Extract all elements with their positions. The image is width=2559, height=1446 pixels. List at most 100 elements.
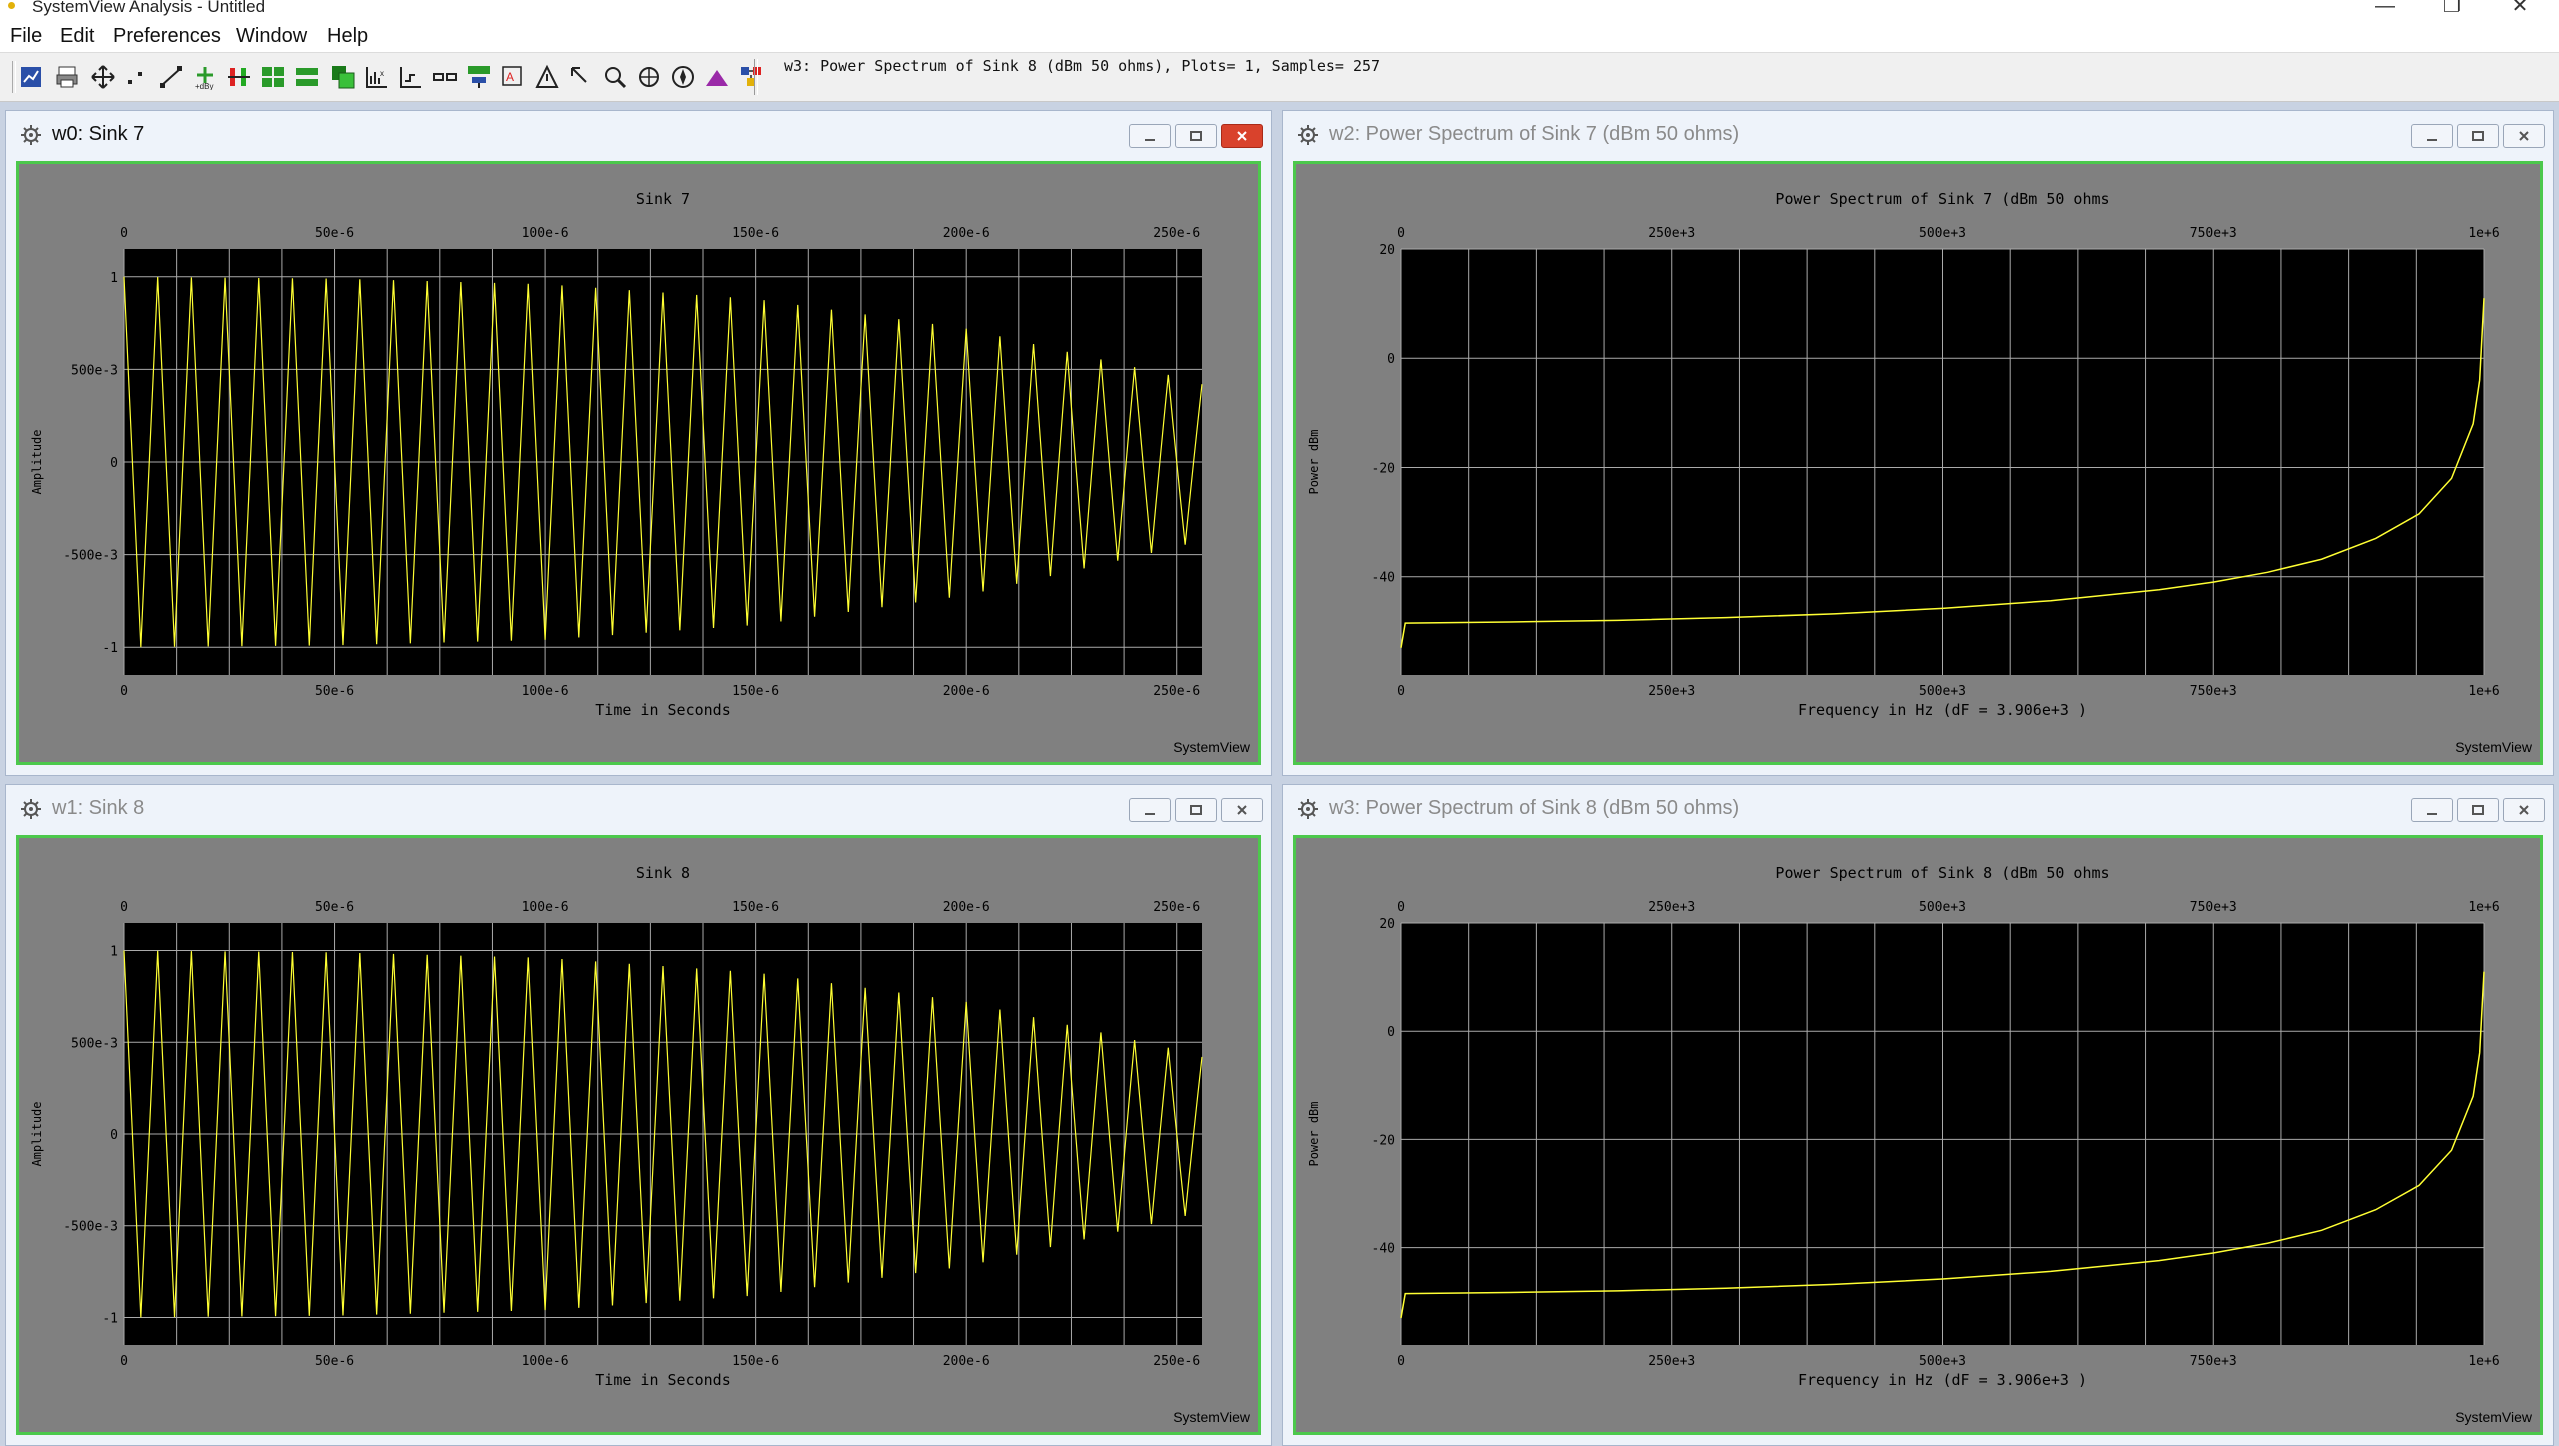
maximize-window-button[interactable]: [2457, 124, 2499, 148]
maximize-window-button[interactable]: [2457, 798, 2499, 822]
x-tick-label-top: 1e+6: [2468, 226, 2499, 241]
gear-icon: [1297, 124, 1319, 146]
x-axis-label: Time in Seconds: [595, 701, 730, 719]
axis-tool-button[interactable]: [398, 64, 424, 90]
maximize-icon: [1190, 805, 1202, 815]
overlay-tool-button[interactable]: [330, 64, 356, 90]
minimize-window-button[interactable]: [2411, 798, 2453, 822]
menu-edit[interactable]: Edit: [60, 25, 95, 47]
points-tool-button[interactable]: [124, 64, 150, 90]
signal-bars-tool-button[interactable]: [226, 64, 252, 90]
combine-tool-button[interactable]: [466, 64, 492, 90]
plot-area[interactable]: Sink 8 0 0 50e-6 50e-6 100e-6 100e-6 150e-6 150e…: [16, 835, 1261, 1435]
window-title-bar[interactable]: w0: Sink 7: [6, 111, 1271, 159]
x-tick-label-top: 0: [120, 900, 128, 915]
plot-svg: Sink 8 0 0 50e-6 50e-6 100e-6 100e-6 150e-6 150e…: [30, 864, 1251, 1425]
maximize-window-button[interactable]: [1175, 798, 1217, 822]
plot-area[interactable]: Sink 7 0 0 50e-6 50e-6 100e-6 100e-6 150e-6 150e…: [16, 161, 1261, 765]
plot-svg: Power Spectrum of Sink 7 (dBm 50 ohms002…: [1307, 190, 2533, 755]
window-title-bar[interactable]: w1: Sink 8: [6, 785, 1271, 833]
x-tick-label-top: 500e+3: [1919, 226, 1966, 241]
maximize-window-button[interactable]: [1175, 124, 1217, 148]
x-tick-label-top: 750e+3: [2190, 226, 2237, 241]
properties-tool-button[interactable]: [738, 64, 764, 90]
brand-label: SystemView: [2455, 739, 2533, 755]
overlay-icon: [332, 66, 355, 89]
minimize-window-button[interactable]: [1129, 798, 1171, 822]
close-window-button[interactable]: [2503, 124, 2545, 148]
triangle-tool-button[interactable]: [568, 64, 594, 90]
pan-tool-button[interactable]: [90, 64, 116, 90]
plot-area[interactable]: Power Spectrum of Sink 8 (dBm 50 ohms 0 0 2…: [1293, 835, 2543, 1435]
line-style-tool-button[interactable]: [158, 64, 184, 90]
window-w2[interactable]: w2: Power Spectrum of Sink 7 (dBm 50 ohm…: [1282, 110, 2554, 776]
x-tick-label-top: 250e-6: [1153, 226, 1200, 241]
svg-text:+dBy: +dBy: [195, 82, 213, 90]
tile-horizontal-tool-button[interactable]: [294, 64, 320, 90]
x-tick-label-top: 200e-6: [943, 900, 990, 915]
close-window-button[interactable]: [1221, 124, 1263, 148]
zoom-tool-button[interactable]: [636, 64, 662, 90]
close-icon: [2519, 131, 2529, 141]
properties-icon: [741, 67, 761, 86]
x-axis-label: Frequency in Hz (dF = 3.906e+3 ): [1798, 701, 2087, 719]
scale-tool-button[interactable]: [432, 64, 458, 90]
plot-area[interactable]: Power Spectrum of Sink 7 (dBm 50 ohms 0 0 2…: [1293, 161, 2543, 765]
window-title: w0: Sink 7: [52, 123, 145, 145]
x-tick-label-top: 50e-6: [315, 900, 354, 915]
window-w0[interactable]: w0: Sink 7 Sink 7 0 0 50e-6 50e-6 100e-6 100e-…: [5, 110, 1272, 776]
minimize-app-button[interactable]: —: [2375, 0, 2395, 17]
minimize-icon: [2427, 813, 2437, 815]
compass-tool-button[interactable]: [670, 64, 696, 90]
close-window-button[interactable]: [2503, 798, 2545, 822]
y-tick-label: 20: [1379, 243, 1395, 258]
tile-horizontal-icon: [296, 68, 318, 86]
y-tick-label: 0: [110, 456, 118, 471]
menu-preferences[interactable]: Preferences: [113, 25, 221, 47]
mountain-tool-button[interactable]: [704, 64, 730, 90]
y-tick-label: 500e-3: [71, 1036, 118, 1051]
x-tick-label-top: 250e+3: [1648, 900, 1695, 915]
spectrum-trace: [1400, 971, 2485, 1319]
plot-title: Sink 7: [636, 190, 690, 208]
cursor-tool-button[interactable]: [602, 64, 628, 90]
close-app-button[interactable]: ✕: [2511, 0, 2529, 17]
minimize-icon: [1145, 813, 1155, 815]
menu-help[interactable]: Help: [327, 25, 369, 47]
menu-window[interactable]: Window: [236, 25, 308, 47]
stack-icon: x: [366, 67, 387, 88]
axis-icon: [400, 67, 421, 88]
add-plot-tool-button[interactable]: +dBy: [192, 64, 218, 90]
window-title: w3: Power Spectrum of Sink 8 (dBm 50 ohm…: [1329, 797, 1740, 819]
compass-icon: [672, 66, 694, 88]
window-title-bar[interactable]: w2: Power Spectrum of Sink 7 (dBm 50 ohm…: [1283, 111, 2553, 159]
mountain-icon: [706, 70, 728, 86]
network-tool-button[interactable]: A: [500, 64, 526, 90]
annotate-tool-button[interactable]: [534, 64, 560, 90]
stack-tool-button[interactable]: x: [364, 64, 390, 90]
minimize-window-button[interactable]: [2411, 124, 2453, 148]
window-title-bar[interactable]: w3: Power Spectrum of Sink 8 (dBm 50 ohm…: [1283, 785, 2553, 833]
close-window-button[interactable]: [1221, 798, 1263, 822]
svg-text:A: A: [506, 70, 514, 84]
x-tick-label-bottom: 500e+3: [1919, 1354, 1966, 1369]
print-tool-button[interactable]: [54, 64, 80, 90]
minimize-window-button[interactable]: [1129, 124, 1171, 148]
x-axis-label: Time in Seconds: [595, 1371, 730, 1389]
window-w1[interactable]: w1: Sink 8 Sink 8 0 0 50e-6 50e-6 100e-6 100e-…: [5, 784, 1272, 1446]
maximize-icon: [2472, 805, 2484, 815]
tile-tool-button[interactable]: [260, 64, 286, 90]
x-tick-label-top: 500e+3: [1919, 900, 1966, 915]
window-title: w1: Sink 8: [52, 797, 145, 819]
menu-file[interactable]: File: [10, 25, 43, 47]
x-tick-label-top: 150e-6: [732, 900, 779, 915]
window-w3[interactable]: w3: Power Spectrum of Sink 8 (dBm 50 ohm…: [1282, 784, 2554, 1446]
menu-bar: File Edit Preferences Window Help: [0, 22, 2559, 53]
chart-tool-button[interactable]: [18, 64, 44, 90]
y-tick-label: 0: [1387, 1025, 1395, 1040]
y-tick-label: -1: [102, 1311, 118, 1326]
restore-app-button[interactable]: ❐: [2443, 0, 2461, 17]
y-axis-label: Power dBm: [1307, 429, 1321, 494]
brand-label: SystemView: [1173, 1409, 1251, 1425]
window-title: w2: Power Spectrum of Sink 7 (dBm 50 ohm…: [1329, 123, 1740, 145]
